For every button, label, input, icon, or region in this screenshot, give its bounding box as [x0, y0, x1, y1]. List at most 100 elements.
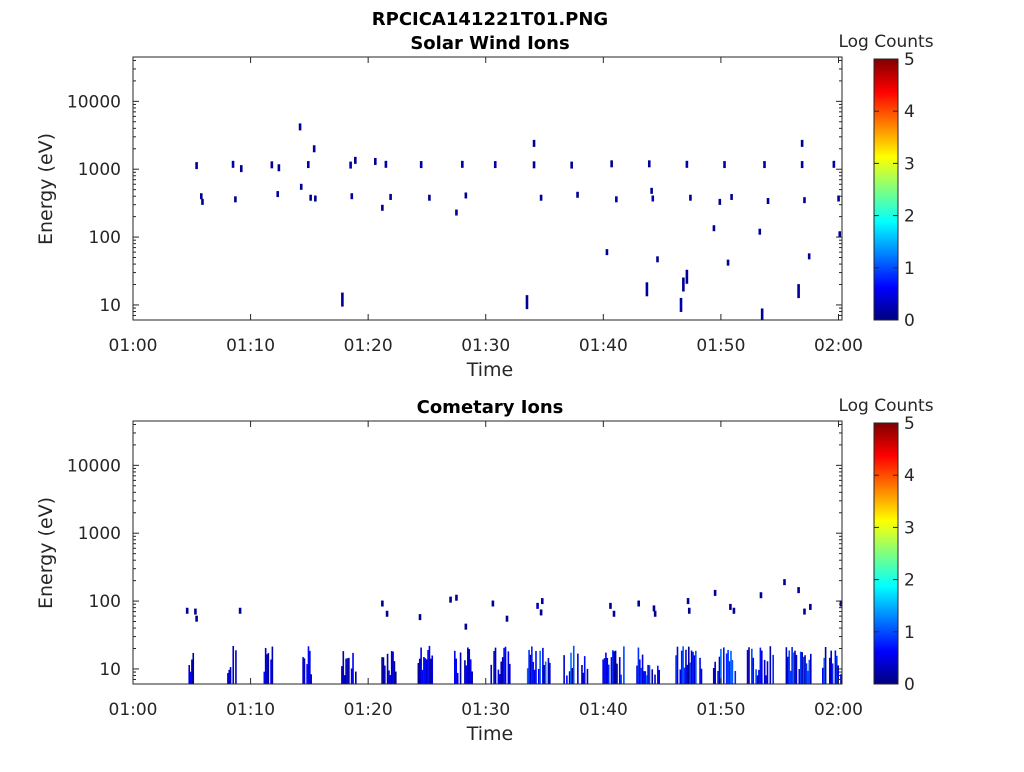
heatmap-cell	[381, 600, 384, 607]
heatmap-cell	[616, 663, 618, 684]
heatmap-cell	[799, 651, 802, 684]
heatmap-cell	[682, 646, 684, 684]
heatmap-cell	[620, 674, 622, 684]
heatmap-cell	[309, 650, 311, 684]
heatmap-cell	[610, 160, 613, 168]
heatmap-cell	[385, 610, 389, 617]
heatmap-cell	[469, 659, 472, 684]
heatmap-cell	[763, 659, 766, 684]
heatmap-cell	[689, 662, 691, 684]
heatmap-cell	[613, 651, 616, 684]
y-axis-label: Energy (eV)	[35, 497, 57, 609]
heatmap-cell	[195, 615, 198, 622]
heatmap-cell	[834, 650, 837, 684]
heatmap-cell	[189, 671, 192, 684]
plot-frame	[132, 420, 843, 685]
heatmap-cell	[651, 195, 655, 202]
heatmap-cell	[695, 650, 697, 684]
heatmap-cell	[586, 668, 589, 684]
heatmap-cell	[389, 193, 392, 200]
heatmap-cells	[185, 579, 842, 684]
heatmap-cell	[531, 646, 533, 684]
heatmap-cell	[746, 650, 749, 684]
heatmap-cell	[637, 647, 640, 684]
heatmap-cell	[717, 670, 719, 684]
heatmap-cell	[532, 139, 536, 147]
heatmap-cell	[748, 647, 750, 684]
x-tick-label: 02:00	[814, 700, 863, 720]
heatmap-cell	[428, 194, 431, 201]
heatmap-cell	[576, 191, 579, 198]
heatmap-cell	[718, 198, 722, 205]
heatmap-cell	[714, 661, 716, 684]
y-tick-label: 100	[89, 592, 121, 612]
heatmap-cell	[723, 161, 726, 169]
heatmap-cell	[802, 656, 805, 684]
heatmap-cell	[455, 209, 458, 216]
heatmap-cell	[572, 645, 575, 684]
heatmap-cell	[456, 672, 459, 684]
heatmap-cell	[797, 284, 800, 299]
heatmap-cell	[800, 139, 804, 147]
heatmap-cell	[713, 589, 717, 596]
heatmap-cell	[532, 161, 536, 169]
heatmap-cell	[728, 661, 731, 684]
heatmap-cell	[430, 658, 432, 684]
heatmap-cell	[395, 671, 397, 684]
heatmap-cell	[431, 655, 434, 684]
heatmap-cell	[722, 647, 725, 684]
heatmap-cell	[605, 249, 609, 256]
heatmap-cell	[839, 600, 842, 607]
heatmap-cell	[540, 598, 544, 605]
heatmap-cell	[809, 603, 812, 610]
heatmap-cell	[577, 653, 579, 684]
heatmap-cell	[235, 650, 237, 684]
heatmap-cell	[312, 145, 316, 153]
heatmap-cell	[718, 656, 721, 684]
heatmap-cell	[801, 652, 803, 684]
heatmap-cell	[568, 671, 571, 684]
heatmap-cell	[382, 657, 385, 684]
x-tick-label: 01:50	[696, 336, 745, 356]
colorbar-tick-label: 2	[904, 571, 915, 591]
heatmap-cell	[712, 225, 716, 232]
heatmap-cell	[239, 165, 243, 173]
heatmap-cell	[647, 664, 649, 684]
heatmap-cell	[194, 608, 197, 615]
heatmap-cell	[647, 160, 651, 168]
y-tick-label: 1000	[78, 524, 121, 544]
heatmap-cell	[539, 194, 543, 201]
heatmap-cell	[185, 607, 189, 614]
heatmap-cell	[797, 587, 800, 594]
heatmap-cell	[687, 646, 690, 684]
heatmap-cell	[726, 259, 730, 266]
heatmap-cell	[835, 655, 838, 684]
heatmap-cell	[461, 160, 464, 168]
heatmap-cell	[612, 610, 616, 617]
panel-solar-wind-ions: Solar Wind Ions Time Energy (eV) Log Cou…	[35, 32, 934, 381]
heatmap-cell	[792, 652, 795, 684]
heatmap-cell	[350, 668, 353, 684]
heatmap-cell	[760, 308, 764, 320]
heatmap-cell	[490, 664, 493, 684]
heatmap-cell	[639, 659, 641, 684]
heatmap-cell	[794, 650, 796, 684]
heatmap-cell	[533, 669, 536, 684]
heatmap-cell	[693, 655, 696, 684]
y-tick-label: 1000	[78, 160, 121, 180]
heatmap-cell	[238, 607, 242, 614]
heatmap-cell	[618, 657, 621, 684]
heatmap-cells	[195, 123, 842, 320]
heatmap-cell	[692, 651, 694, 684]
heatmap-cell	[509, 663, 511, 684]
colorbar-tick-label: 5	[904, 50, 915, 70]
heatmap-cell	[831, 663, 834, 684]
heatmap-cell	[532, 661, 535, 684]
heatmap-cell	[464, 623, 468, 630]
x-tick-label: 01:20	[344, 336, 393, 356]
heatmap-cell	[192, 652, 195, 684]
heatmap-cell	[348, 657, 350, 684]
heatmap-cell	[352, 652, 354, 684]
heatmap-cell	[374, 157, 377, 165]
heatmap-cell	[828, 657, 831, 684]
